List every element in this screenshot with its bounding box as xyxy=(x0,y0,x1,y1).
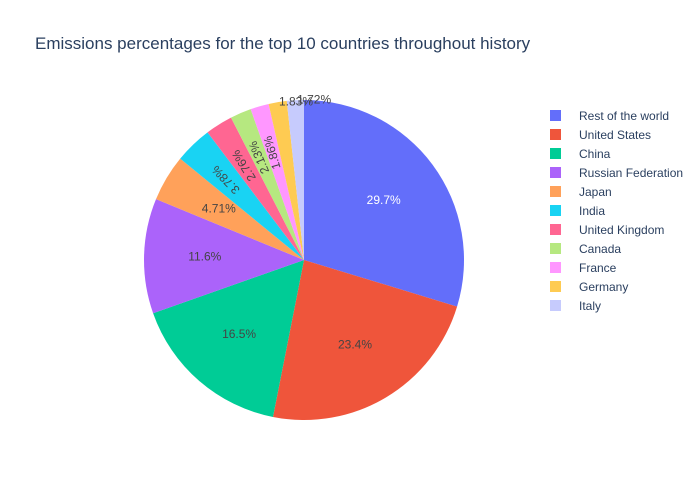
pie-label-china: 16.5% xyxy=(222,327,256,341)
legend-label: Rest of the world xyxy=(579,108,670,123)
legend-item-germany[interactable]: Germany xyxy=(550,277,683,296)
pie-slice-japan[interactable] xyxy=(156,158,304,260)
legend-item-canada[interactable]: Canada xyxy=(550,239,683,258)
legend-item-france[interactable]: France xyxy=(550,258,683,277)
pie-slice-united-states[interactable] xyxy=(272,260,458,420)
pie-slice-italy[interactable] xyxy=(286,100,304,260)
legend-label: United Kingdom xyxy=(579,222,665,237)
legend-item-russian-federation[interactable]: Russian Federation xyxy=(550,163,683,182)
legend-swatch xyxy=(550,167,561,178)
legend-label: Germany xyxy=(579,279,629,294)
pie-label-germany: 1.83% xyxy=(279,94,313,108)
legend-item-united-kingdom[interactable]: United Kingdom xyxy=(550,220,683,239)
chart-title: Emissions percentages for the top 10 cou… xyxy=(35,34,531,53)
legend-label: China xyxy=(579,146,611,161)
legend-label: Japan xyxy=(579,184,612,199)
legend-swatch xyxy=(550,205,561,216)
pie-slice-canada[interactable] xyxy=(231,109,304,260)
legend-item-japan[interactable]: Japan xyxy=(550,182,683,201)
pie-label-japan: 4.71% xyxy=(202,201,236,215)
legend-label: United States xyxy=(579,127,652,142)
pie-slices xyxy=(144,100,465,420)
legend-swatch xyxy=(550,186,561,197)
legend-item-united-states[interactable]: United States xyxy=(550,125,683,144)
legend-swatch xyxy=(550,262,561,273)
pie-label-russian-federation: 11.6% xyxy=(188,250,221,264)
legend-item-rest-of-the-world[interactable]: Rest of the world xyxy=(550,106,683,125)
pie-label-italy: 1.72% xyxy=(297,92,331,106)
legend-swatch xyxy=(550,224,561,235)
legend-swatch xyxy=(550,281,561,292)
legend-swatch xyxy=(550,148,561,159)
pie-slice-china[interactable] xyxy=(153,260,304,417)
pie-slice-rest-of-the-world[interactable] xyxy=(304,100,465,307)
legend-item-india[interactable]: India xyxy=(550,201,683,220)
pie-slice-india[interactable] xyxy=(180,132,304,260)
legend-label: Russian Federation xyxy=(579,165,684,180)
legend: Rest of the world United States China Russi… xyxy=(550,106,683,315)
legend-label: France xyxy=(579,260,617,275)
legend-swatch xyxy=(550,110,561,121)
legend-label: India xyxy=(579,203,606,218)
pie-label-united-states: 23.4% xyxy=(338,337,372,351)
pie-slice-germany[interactable] xyxy=(268,100,304,261)
legend-swatch xyxy=(550,129,561,140)
legend-swatch xyxy=(550,300,561,311)
legend-label: Italy xyxy=(579,298,602,313)
legend-item-italy[interactable]: Italy xyxy=(550,296,683,315)
pie-slice-united-kingdom[interactable] xyxy=(207,117,304,260)
legend-item-china[interactable]: China xyxy=(550,144,683,163)
pie-slice-france[interactable] xyxy=(250,103,304,261)
legend-label: Canada xyxy=(579,241,622,256)
pie-label-rest-of-the-world: 29.7% xyxy=(367,193,401,207)
legend-swatch xyxy=(550,243,561,254)
pie-slice-russian-federation[interactable] xyxy=(144,199,304,314)
